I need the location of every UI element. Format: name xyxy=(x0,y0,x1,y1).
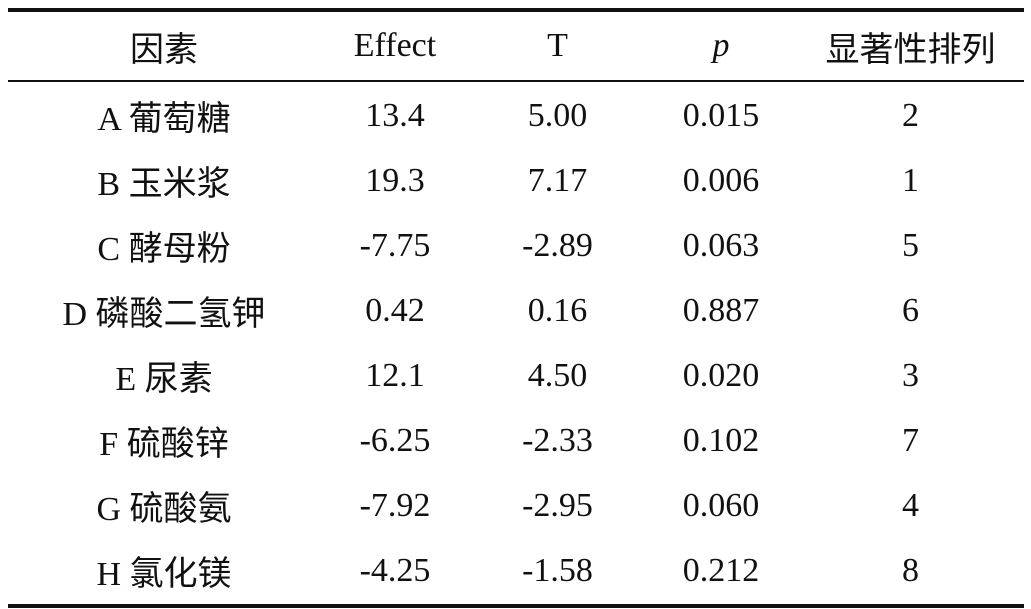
table-row: A 葡萄糖 13.4 5.00 0.015 2 xyxy=(8,83,1024,148)
table-top-rule xyxy=(8,8,1024,12)
header-effect: Effect xyxy=(353,27,437,64)
header-p: p xyxy=(712,27,730,64)
factor-cell: E 尿素 xyxy=(115,361,213,398)
table-row: F 硫酸锌 -6.25 -2.33 0.102 7 xyxy=(8,408,1024,473)
p-cell: 0.006 xyxy=(682,161,760,199)
table-header-row: 因素 Effect T p 显著性排列 xyxy=(8,12,1024,80)
rank-cell: 4 xyxy=(902,486,919,524)
t-cell: -2.95 xyxy=(522,486,593,524)
p-cell: 0.063 xyxy=(682,226,760,264)
table-row: C 酵母粉 -7.75 -2.89 0.063 5 xyxy=(8,213,1024,278)
t-cell: 5.00 xyxy=(527,96,588,134)
t-cell: -2.33 xyxy=(522,421,593,459)
effect-cell: -6.25 xyxy=(359,421,431,459)
effect-cell: -7.75 xyxy=(359,226,431,264)
p-cell: 0.102 xyxy=(682,421,760,459)
table-bottom-rule xyxy=(8,604,1024,608)
rank-cell: 1 xyxy=(902,161,919,199)
factor-cell: H 氯化镁 xyxy=(96,556,232,593)
t-cell: -1.58 xyxy=(522,551,593,589)
header-factor: 因素 xyxy=(130,31,198,69)
table-row: G 硫酸氨 -7.92 -2.95 0.060 4 xyxy=(8,473,1024,538)
t-cell: 7.17 xyxy=(527,161,588,199)
factor-cell: A 葡萄糖 xyxy=(97,101,231,138)
table-header-rule xyxy=(8,80,1024,82)
rank-cell: 5 xyxy=(902,226,919,264)
t-cell: 4.50 xyxy=(527,356,588,394)
p-cell: 0.887 xyxy=(682,291,760,329)
table-row: D 磷酸二氢钾 0.42 0.16 0.887 6 xyxy=(8,278,1024,343)
effect-cell: -7.92 xyxy=(359,486,431,524)
p-cell: 0.060 xyxy=(682,486,760,524)
header-rank: 显著性排列 xyxy=(825,31,996,69)
t-cell: 0.16 xyxy=(527,291,588,329)
rank-cell: 2 xyxy=(902,96,919,134)
rank-cell: 7 xyxy=(902,421,919,459)
rank-cell: 6 xyxy=(902,291,919,329)
p-cell: 0.015 xyxy=(682,96,760,134)
factor-cell: B 玉米浆 xyxy=(97,166,231,203)
factor-cell: C 酵母粉 xyxy=(97,231,231,268)
p-cell: 0.020 xyxy=(682,356,760,394)
factor-cell: F 硫酸锌 xyxy=(99,426,229,463)
factor-cell: D 磷酸二氢钾 xyxy=(62,296,266,333)
factor-cell: G 硫酸氨 xyxy=(96,491,232,528)
effect-cell: 13.4 xyxy=(365,96,425,134)
effect-cell: 12.1 xyxy=(365,356,425,394)
effect-cell: -4.25 xyxy=(359,551,431,589)
effect-cell: 19.3 xyxy=(365,161,425,199)
table-body: A 葡萄糖 13.4 5.00 0.015 2 B 玉米浆 19.3 7.17 … xyxy=(8,82,1024,604)
significance-table: 因素 Effect T p 显著性排列 A 葡萄糖 13.4 5.00 0.01… xyxy=(8,8,1024,608)
table-row: B 玉米浆 19.3 7.17 0.006 1 xyxy=(8,148,1024,213)
rank-cell: 3 xyxy=(902,356,919,394)
effect-cell: 0.42 xyxy=(365,291,425,329)
rank-cell: 8 xyxy=(902,551,919,589)
p-cell: 0.212 xyxy=(682,551,760,589)
t-cell: -2.89 xyxy=(522,226,593,264)
header-t: T xyxy=(547,27,568,64)
table-row: H 氯化镁 -4.25 -1.58 0.212 8 xyxy=(8,538,1024,603)
table-row: E 尿素 12.1 4.50 0.020 3 xyxy=(8,343,1024,408)
